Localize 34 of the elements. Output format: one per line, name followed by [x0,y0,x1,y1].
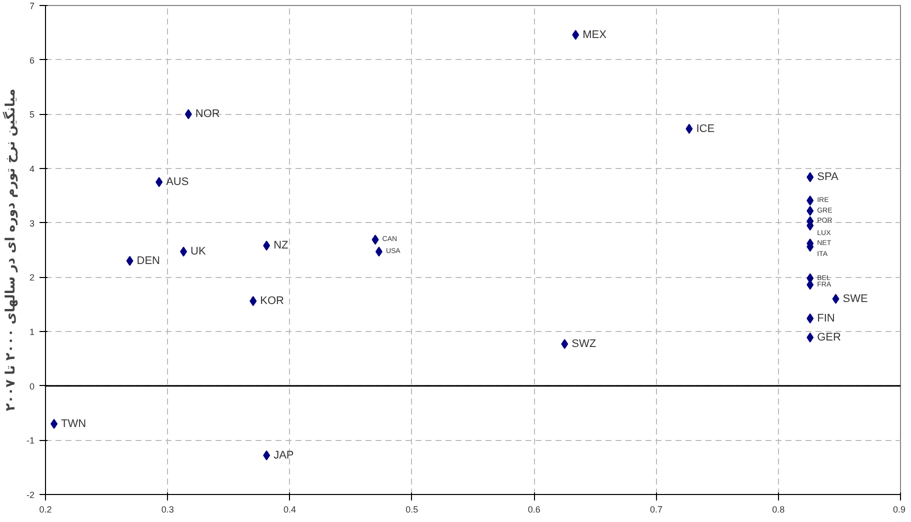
annotation: NZ [274,240,289,252]
y-axis-title: میانگین نرخ تورم دوره ای در سالهای ۲۰۰۰ تا ۲۰۰۷ [2,88,18,412]
annotation: SPA [817,171,839,184]
annotation: KOR [260,295,284,308]
x-tick-label: 0.9 [892,504,906,514]
annotation: ICE [696,122,715,135]
x-tick-label: 0.4 [284,504,296,514]
y-tick-label: 2 [29,272,35,283]
annotation: SWE [842,292,868,305]
annotation: SWZ [572,338,596,350]
annotation: MEX [582,28,608,41]
x-tick-label: 0.8 [772,504,785,514]
y-tick-label: 0 [29,381,35,392]
annotation: AUS [166,176,189,188]
x-tick-label: 0.3 [161,504,174,514]
y-tick-label: 1 [29,327,35,337]
annotation: DEN [136,254,160,267]
annotation: JAP [274,449,294,462]
annotation: TWN [61,418,86,430]
annotation: NOR [195,108,220,120]
annotation: GER [817,331,842,344]
annotation: UK [190,246,206,258]
y-tick-label: -1 [26,436,35,446]
y-tick-label: -2 [26,490,35,500]
x-tick-label: 0.6 [528,504,540,514]
y-tick-label: 7 [29,1,35,11]
y-tick-label: 3 [29,218,35,228]
y-tick-label: 6 [29,55,35,66]
y-tick-label: 5 [29,110,35,120]
x-tick-label: 0.5 [406,504,418,514]
x-tick-label: 0.2 [39,504,52,514]
annotation: FIN [817,312,835,324]
x-tick-label: 0.7 [650,504,662,514]
y-tick-label: 4 [29,164,35,174]
